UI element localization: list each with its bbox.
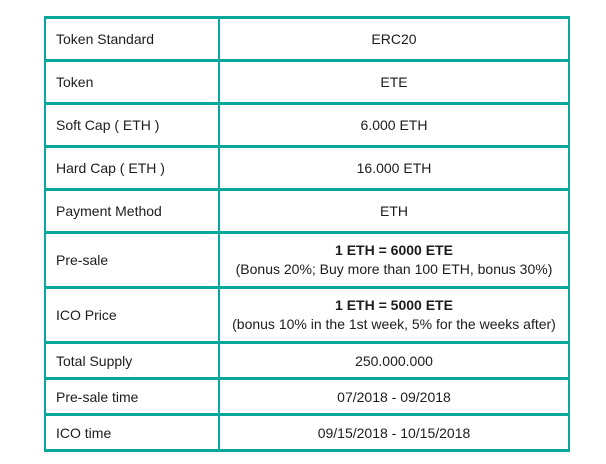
row-label: Soft Cap ( ETH ) — [44, 102, 220, 148]
table-row-token-standard: Token Standard ERC20 — [44, 16, 570, 62]
table-row-token: Token ETE — [44, 59, 570, 105]
row-value: ERC20 — [218, 16, 570, 62]
row-label: ICO time — [44, 413, 220, 452]
row-label: Hard Cap ( ETH ) — [44, 145, 220, 191]
row-value: 6.000 ETH — [218, 102, 570, 148]
row-label: Pre-sale — [44, 231, 220, 289]
row-value: 16.000 ETH — [218, 145, 570, 191]
row-label: Total Supply — [44, 341, 220, 380]
row-label: Token Standard — [44, 16, 220, 62]
row-value: ETH — [218, 188, 570, 234]
row-value: ETE — [218, 59, 570, 105]
row-value-primary: 1 ETH = 5000 ETE — [335, 297, 453, 313]
table-row-ico-time: ICO time 09/15/2018 - 10/15/2018 — [44, 413, 570, 452]
table-row-total-supply: Total Supply 250.000.000 — [44, 341, 570, 380]
table-row-ico-price: ICO Price 1 ETH = 5000 ETE (bonus 10% in… — [44, 286, 570, 344]
row-label: Payment Method — [44, 188, 220, 234]
token-info-table: Token Standard ERC20 Token ETE Soft Cap … — [44, 16, 570, 452]
row-value: 09/15/2018 - 10/15/2018 — [218, 413, 570, 452]
row-value-secondary: (Bonus 20%; Buy more than 100 ETH, bonus… — [235, 261, 553, 277]
table-row-pre-sale: Pre-sale 1 ETH = 6000 ETE (Bonus 20%; Bu… — [44, 231, 570, 289]
row-value: 07/2018 - 09/2018 — [218, 377, 570, 416]
table-row-hard-cap: Hard Cap ( ETH ) 16.000 ETH — [44, 145, 570, 191]
row-value-primary: 1 ETH = 6000 ETE — [335, 242, 453, 258]
table-row-pre-sale-time: Pre-sale time 07/2018 - 09/2018 — [44, 377, 570, 416]
row-label: Pre-sale time — [44, 377, 220, 416]
row-value: 250.000.000 — [218, 341, 570, 380]
row-value: 1 ETH = 5000 ETE (bonus 10% in the 1st w… — [218, 286, 570, 344]
row-label: Token — [44, 59, 220, 105]
row-label: ICO Price — [44, 286, 220, 344]
row-value-secondary: (bonus 10% in the 1st week, 5% for the w… — [232, 316, 556, 332]
table-row-payment-method: Payment Method ETH — [44, 188, 570, 234]
row-value: 1 ETH = 6000 ETE (Bonus 20%; Buy more th… — [218, 231, 570, 289]
table-row-soft-cap: Soft Cap ( ETH ) 6.000 ETH — [44, 102, 570, 148]
